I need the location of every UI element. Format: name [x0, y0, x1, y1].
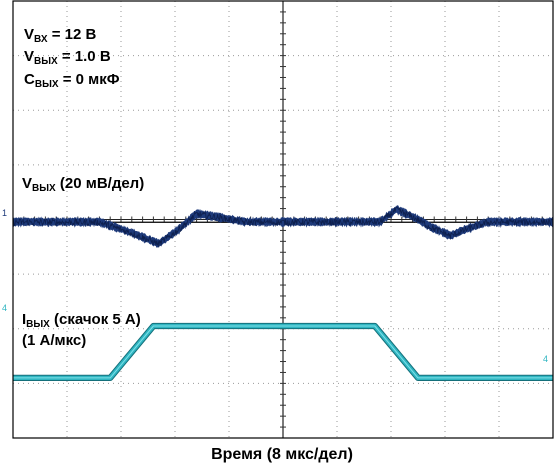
ch1-marker: 1 [2, 208, 7, 218]
iout-trace-highlight [13, 325, 553, 379]
x-axis-label: Время (8 мкс/дел) [211, 446, 353, 463]
vout-trace-detail [12, 206, 554, 248]
plot-frame [12, 0, 554, 439]
condition-cout: CВЫХ = 0 мкФ [24, 71, 120, 90]
condition-vout: VВЫХ = 1.0 В [24, 48, 111, 67]
iout-trace-label: IВЫХ (скачок 5 А) [22, 311, 141, 330]
iout-slew-label: (1 А/мкс) [22, 332, 86, 349]
vout-trace-label: VВЫХ (20 мВ/дел) [22, 175, 144, 194]
ch4-marker: 4 [543, 354, 548, 364]
traces [12, 205, 554, 382]
ch4-left-marker: 4 [2, 303, 7, 313]
condition-vin: VВХ = 12 В [24, 26, 96, 45]
